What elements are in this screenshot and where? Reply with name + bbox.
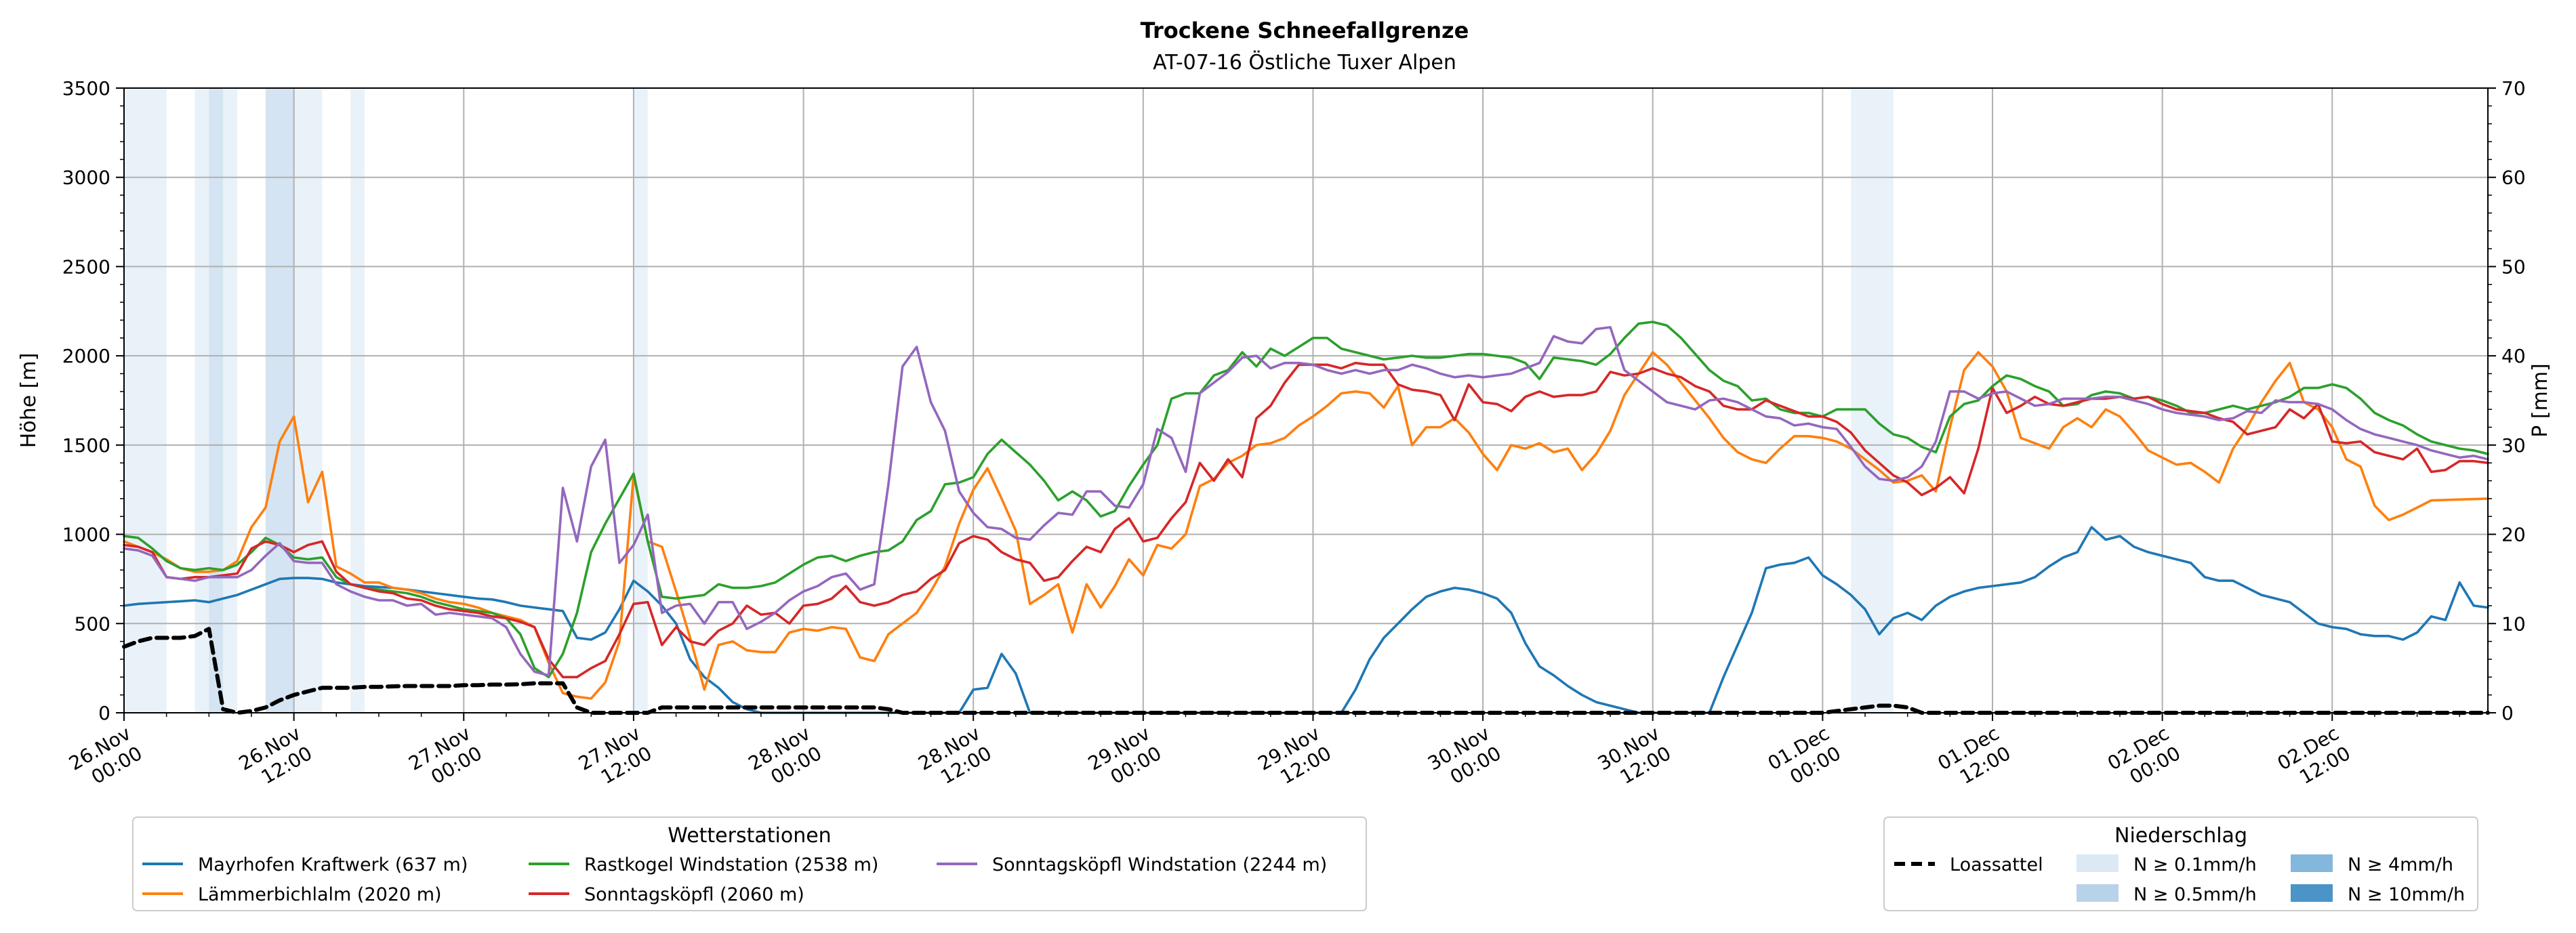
legend-precip-swatch-1	[2077, 884, 2119, 902]
precip-band-8	[1851, 88, 1894, 713]
xtick-label-2: 27.Nov00:00	[405, 722, 485, 795]
legend-precip-label-0: N ≥ 0.1mm/h	[2133, 854, 2257, 875]
ytick-label-right-4: 40	[2501, 345, 2526, 367]
chart-subtitle: AT-07-16 Östliche Tuxer Alpen	[1153, 50, 1456, 75]
legend-precip-swatch-2	[2291, 854, 2333, 872]
legend-stations-label-0: Mayrhofen Kraftwerk (637 m)	[198, 854, 468, 875]
xtick-label-3: 27.Nov12:00	[575, 722, 655, 795]
ytick-label-left-6: 3000	[62, 167, 110, 189]
ytick-label-left-7: 3500	[62, 77, 110, 100]
xtick-label-7: 29.Nov12:00	[1254, 722, 1335, 795]
xtick-label-10: 01.Dec00:00	[1764, 722, 1845, 794]
precip-band-5	[293, 88, 323, 713]
precip-band-2	[209, 88, 224, 713]
precip-band-3	[223, 88, 238, 713]
series-line-0	[123, 526, 2489, 714]
precip-band-0	[124, 88, 167, 713]
ytick-label-right-1: 10	[2501, 613, 2526, 635]
xtick-label-5: 28.Nov12:00	[914, 722, 995, 795]
precipitation-bands	[124, 88, 1894, 713]
chart-title: Trockene Schneefallgrenze	[1141, 18, 1469, 43]
xtick-label-12: 02.Dec00:00	[2104, 722, 2184, 794]
precip-band-6	[350, 88, 365, 713]
xtick-label-11: 01.Dec12:00	[1934, 722, 2014, 794]
legend-stations-label-2: Rastkogel Windstation (2538 m)	[584, 854, 878, 875]
ytick-label-right-7: 70	[2501, 77, 2526, 100]
grid-lines	[123, 87, 2488, 713]
xtick-label-4: 28.Nov00:00	[745, 722, 825, 795]
xtick-label-8: 30.Nov00:00	[1424, 722, 1505, 795]
ytick-label-left-1: 500	[75, 613, 110, 635]
legend-precip-swatch-3	[2291, 884, 2333, 902]
ytick-label-left-0: 0	[98, 702, 110, 724]
legend-stations-label-3: Sonntagsköpfl (2060 m)	[584, 884, 804, 905]
ytick-label-right-2: 20	[2501, 524, 2526, 546]
ytick-label-right-3: 30	[2501, 434, 2526, 457]
xtick-label-13: 02.Dec12:00	[2274, 722, 2354, 794]
legend-stations-title: Wetterstationen	[668, 824, 831, 848]
legend-stations-label-1: Lämmerbichlalm (2020 m)	[198, 884, 442, 905]
ytick-label-right-5: 50	[2501, 255, 2526, 278]
precip-band-1	[195, 88, 209, 713]
legend-precip-swatch-0	[2077, 854, 2119, 872]
ytick-label-left-4: 2000	[62, 345, 110, 367]
series-line-4	[123, 326, 2489, 677]
y-axis-label: Höhe [m]	[17, 353, 41, 449]
series-line-3	[123, 361, 2489, 679]
ytick-label-right-0: 0	[2501, 702, 2514, 724]
xtick-label-1: 26.Nov12:00	[235, 722, 316, 795]
xtick-label-6: 29.Nov00:00	[1084, 722, 1165, 795]
series-line-1	[123, 351, 2489, 700]
ytick-label-left-2: 1000	[62, 524, 110, 546]
legend-stations: Wetterstationen Mayrhofen Kraftwerk (637…	[132, 816, 1367, 911]
series-line-5	[122, 627, 2490, 715]
ytick-label-left-5: 2500	[62, 255, 110, 278]
legend-precipitation: Niederschlag Loassattel N ≥ 0.1mm/h N ≥ 0.…	[1883, 816, 2478, 911]
xtick-label-9: 30.Nov12:00	[1594, 722, 1675, 795]
legend-precip-label-2: N ≥ 4mm/h	[2348, 854, 2453, 875]
series-line-2	[123, 320, 2489, 679]
precip-band-4	[265, 88, 294, 713]
plot-frame	[123, 87, 2489, 713]
ytick-label-right-6: 60	[2501, 167, 2526, 189]
series-lines	[122, 320, 2490, 715]
xtick-label-0: 26.Nov00:00	[65, 722, 146, 795]
legend-precip-label-3: N ≥ 10mm/h	[2348, 884, 2465, 905]
legend-stations-label-4: Sonntagsköpfl Windstation (2244 m)	[992, 854, 1327, 875]
y-axis-right-label: P [mm]	[2529, 363, 2552, 437]
legend-precip-line-label: Loassattel	[1950, 854, 2043, 875]
precip-band-7	[633, 88, 648, 713]
legend-precip-title: Niederschlag	[2114, 824, 2247, 848]
legend-precip-label-1: N ≥ 0.5mm/h	[2133, 884, 2257, 905]
ytick-label-left-3: 1500	[62, 434, 110, 457]
